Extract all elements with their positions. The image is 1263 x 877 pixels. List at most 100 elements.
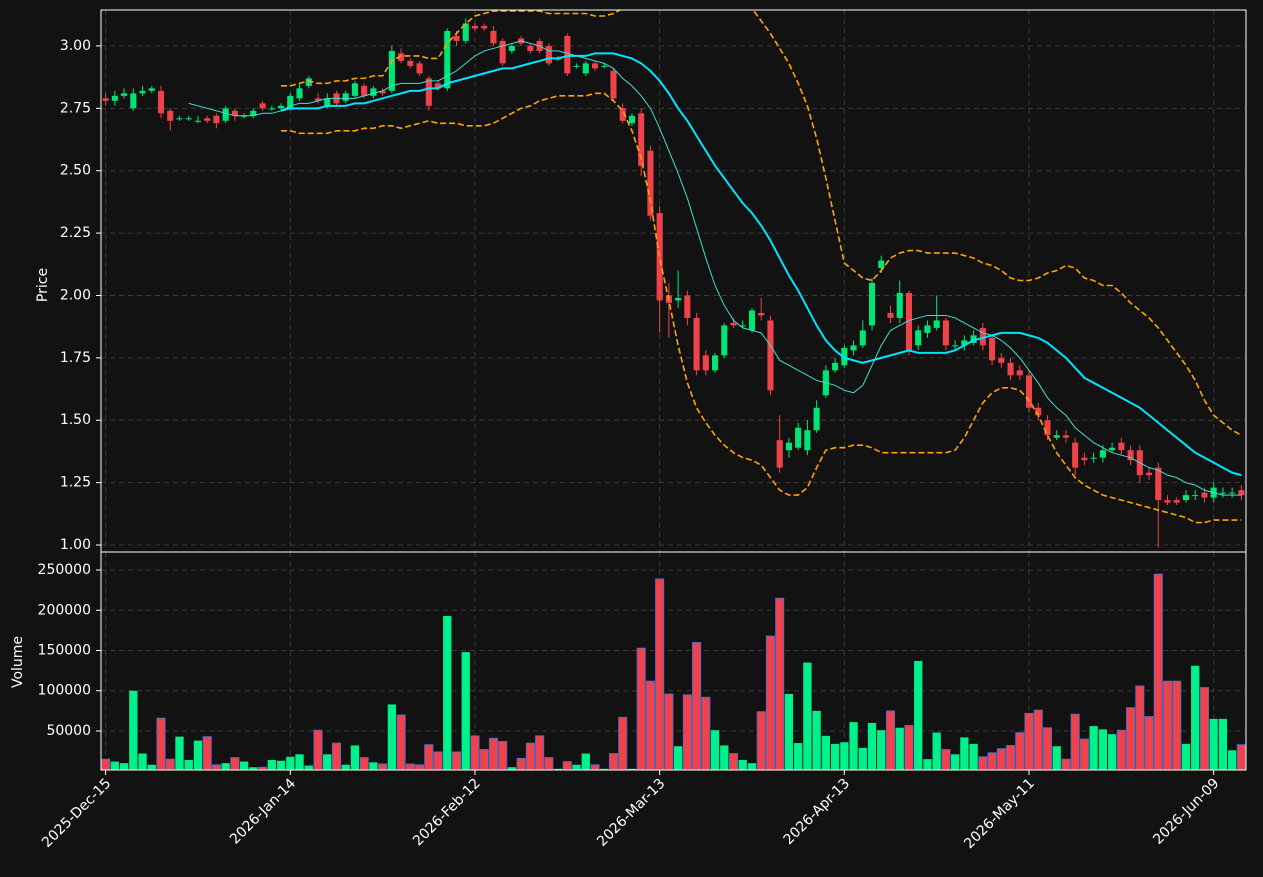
candle-body [351,83,358,96]
candle-body [453,35,460,41]
volume-bar [184,759,193,770]
volume-bar [1181,743,1191,770]
candle-body [1127,450,1134,461]
volume-bar [747,763,757,770]
candle-body [398,53,405,61]
volume-bar [313,729,323,771]
volume-bar [765,635,776,771]
candle-body [905,292,913,351]
candle-body [868,282,876,326]
volume-bar [1227,750,1237,770]
candle-body [471,25,479,29]
candle-body [795,427,802,448]
volume-bar [636,647,646,771]
volume-bar [941,749,951,771]
candle-body [425,78,432,106]
volume-bar [1126,707,1136,771]
candle-body [942,320,949,346]
candle-body [684,295,691,318]
candle-body [924,325,931,333]
volume-bar [470,735,480,771]
candle-body [370,88,377,96]
candle-body [1035,407,1042,416]
candle-body [647,150,654,216]
volume-bar [147,764,156,770]
candle-body [102,98,109,101]
candle-body [185,118,192,120]
y-tick-label: 200000 [38,602,91,618]
candle-body [231,110,238,116]
volume-bar [156,717,166,771]
candle-body [1155,467,1162,501]
candle-body [952,345,959,347]
y-axis-label: Price [35,268,51,302]
volume-bar [572,764,581,770]
volume-bar [535,735,545,771]
candle-body [610,70,617,99]
volume-bar [803,662,812,770]
volume-bar [378,763,388,771]
candle-body [527,45,534,51]
candle-body [1025,375,1033,408]
candle-body [259,103,266,109]
indicator-line [188,40,1242,496]
volume-bar [138,753,147,770]
volume-bar [341,764,350,770]
candle-body [832,362,839,371]
volume-bar [960,737,969,770]
volume-bar [692,642,702,771]
volume-bar [323,754,332,770]
volume-bar [1033,709,1043,771]
candle-body [961,340,968,346]
candle-body [896,292,903,318]
volume-bar [507,767,517,770]
volume-bar [211,764,221,771]
candle-body [204,118,211,121]
candle-body [813,407,820,431]
volume-bar [350,745,360,770]
candle-body [564,35,571,74]
volume-bar [664,693,674,771]
candle-body [1192,495,1199,497]
candle-body [693,317,700,371]
candle-body [1099,450,1106,458]
candle-body [139,90,146,94]
volume-bar [175,736,184,770]
candle-body [167,110,174,121]
candle-body [287,95,294,109]
candle-body [1044,420,1051,436]
y-tick-label: 1.25 [60,475,91,491]
candle-body [933,320,940,328]
candle-body [379,90,386,94]
candle-body [748,310,756,331]
volume-bar [627,768,637,770]
candle-body [222,108,229,121]
candle-body [758,312,765,316]
candle-body [508,45,515,51]
candle-body [1219,492,1226,494]
volume-bar [239,761,249,770]
candle-body [721,325,728,356]
volume-bar [720,745,729,770]
volume-bar [1107,734,1117,770]
candle-body [712,355,719,371]
volume-bar [1024,712,1034,771]
candle-body [268,108,275,110]
volume-bar [405,763,415,771]
volume-bar [885,710,896,771]
candle-body [573,65,580,67]
candle-body [490,30,497,44]
volume-bar [849,722,858,770]
candle-body [545,45,552,64]
volume-bar [1191,665,1200,770]
volume-bar [304,765,313,770]
candle-body [1072,442,1079,468]
volume-bar [812,710,821,770]
volume-bar [424,744,434,771]
indicator-line [281,10,1242,436]
candle-body [979,327,986,346]
indicator-line [280,52,1242,477]
volume-bar [904,724,914,771]
volume-bar [1005,745,1016,771]
